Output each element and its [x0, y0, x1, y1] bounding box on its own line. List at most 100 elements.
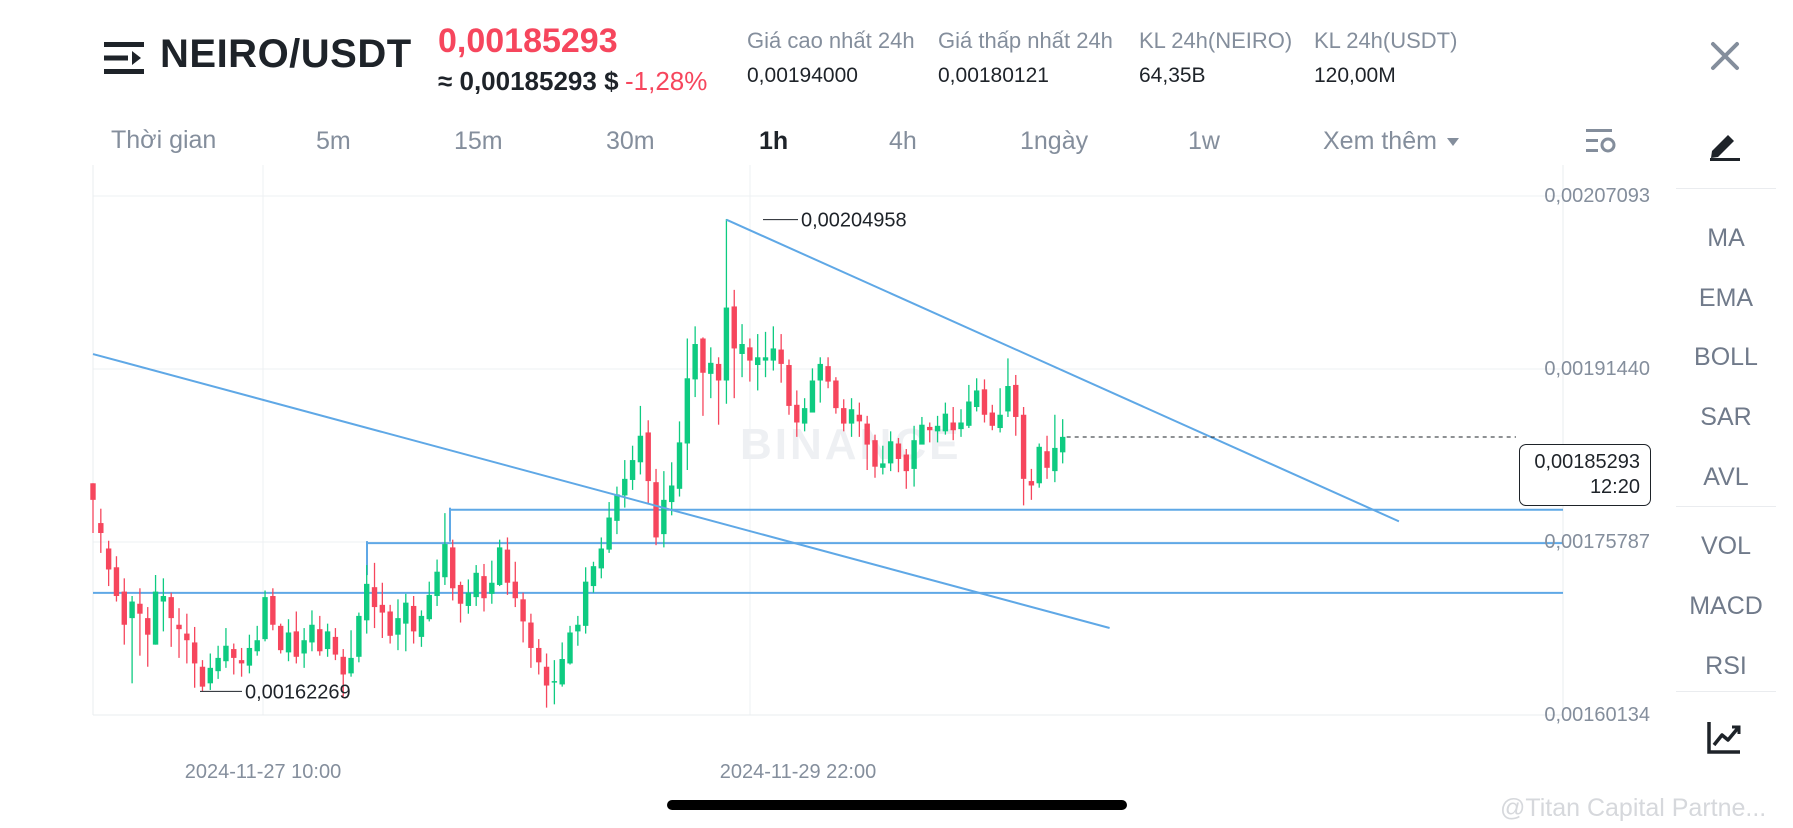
candle-body: [950, 422, 956, 431]
last-price: 0,00185293: [438, 22, 618, 60]
interval-5m[interactable]: 5m: [316, 127, 351, 155]
low-price-label: 0,00162269: [245, 681, 351, 703]
candle-body: [254, 640, 260, 652]
price-tick-label: 0,00207093: [1544, 185, 1650, 207]
candle-body: [98, 523, 104, 534]
candle-body: [293, 631, 300, 657]
interval-1w[interactable]: 1w: [1188, 127, 1220, 155]
candle-body: [309, 624, 315, 643]
candle-body: [731, 306, 737, 349]
stat-label-24h-volume-usdt: KL 24h(USDT): [1314, 28, 1458, 53]
candle-body: [450, 547, 456, 589]
credit-watermark: @Titan Capital Partne...: [1500, 794, 1767, 822]
interval-4h[interactable]: 4h: [889, 127, 917, 155]
candle-body: [872, 440, 878, 467]
draw-icon[interactable]: [1706, 127, 1742, 161]
candle-body: [113, 567, 120, 597]
candle-body: [590, 566, 597, 587]
candle-body: [1036, 446, 1042, 484]
close-icon[interactable]: [1707, 38, 1743, 74]
candle-body: [786, 365, 792, 406]
candle-body: [191, 642, 198, 664]
chart-type-icon[interactable]: [1706, 720, 1742, 754]
candle-body: [536, 647, 542, 663]
time-axis: 2024-11-27 10:00 2024-11-29 22:00: [185, 761, 876, 783]
price-change-percent: -1,28%: [625, 66, 708, 96]
indicator-macd[interactable]: MACD: [1689, 592, 1763, 620]
indicator-ema[interactable]: EMA: [1698, 284, 1754, 312]
candle-body: [692, 344, 698, 380]
interval-1h[interactable]: 1h: [759, 127, 789, 155]
indicator-rsi-clip: RSI: [1676, 640, 1776, 675]
candle-body: [1052, 447, 1058, 472]
price-tick-label: 0,00175787: [1544, 531, 1650, 553]
time-tick-label: 2024-11-27 10:00: [185, 761, 341, 783]
candle-body: [434, 571, 440, 597]
candles: [90, 219, 1066, 708]
candle-body: [973, 390, 980, 408]
candle-body: [481, 576, 487, 599]
candle-body: [199, 666, 206, 687]
interval-15m[interactable]: 15m: [454, 127, 503, 155]
candle-body: [246, 647, 253, 666]
candle-body: [410, 605, 417, 632]
home-indicator[interactable]: [667, 800, 1127, 810]
menu-icon[interactable]: [104, 40, 144, 76]
candle-body: [809, 380, 816, 413]
candle-body: [989, 412, 995, 426]
indicator-boll[interactable]: BOLL: [1694, 343, 1758, 371]
chart-settings-icon[interactable]: [1584, 126, 1618, 156]
candle-body: [512, 581, 518, 599]
candle-body: [277, 625, 284, 651]
candle-body: [371, 587, 378, 608]
candle-body: [403, 602, 409, 624]
candle-body: [958, 422, 964, 430]
candle-body: [168, 597, 174, 619]
candle-body: [801, 408, 808, 424]
candle-body: [942, 413, 949, 432]
candle-body: [582, 581, 589, 626]
indicator-avl[interactable]: AVL: [1703, 463, 1749, 491]
interval-label: Thời gian: [111, 126, 217, 154]
candle-body: [418, 615, 425, 637]
candle-body: [1013, 384, 1019, 417]
candle-body: [207, 667, 213, 684]
candle-body: [622, 478, 628, 496]
interval-1day[interactable]: 1ngày: [1020, 127, 1089, 155]
high-low-markers: 0,00204958 0,00162269: [200, 210, 907, 703]
interval-30m[interactable]: 30m: [606, 127, 655, 155]
indicator-vol[interactable]: VOL: [1700, 532, 1752, 560]
candle-body: [739, 344, 745, 354]
candle-body: [317, 629, 323, 652]
panel-divider: [1676, 506, 1776, 507]
candle-body: [270, 596, 276, 625]
candle-body: [160, 596, 167, 602]
candle-body: [496, 547, 503, 585]
candle-body: [1020, 414, 1027, 479]
more-intervals-dropdown[interactable]: Xem thêm: [1323, 127, 1459, 156]
candle-body: [778, 349, 784, 364]
candle-countdown: 12:20: [1589, 476, 1640, 498]
stat-value-24h-volume-neiro: 64,35B: [1139, 64, 1206, 87]
pair-title[interactable]: NEIRO/USDT: [160, 32, 412, 76]
price-tick-label: 0,00191440: [1544, 358, 1650, 380]
current-price-tag: 0,00185293 12:20: [1519, 444, 1651, 506]
candle-body: [1059, 436, 1066, 453]
candle-body: [285, 632, 292, 653]
indicator-sar[interactable]: SAR: [1700, 403, 1752, 431]
trendline: [92, 353, 1110, 629]
stat-label-24h-high: Giá cao nhất 24h: [747, 28, 915, 53]
indicator-ma[interactable]: MA: [1707, 224, 1745, 252]
candle-body: [880, 463, 886, 468]
stat-label-24h-volume-neiro: KL 24h(NEIRO): [1139, 28, 1293, 53]
candle-body: [551, 681, 558, 683]
candle-body: [465, 592, 472, 606]
price-axis: 0,00207093 0,00191440 0,00175787 0,00160134: [1544, 185, 1650, 726]
candle-body: [606, 517, 612, 550]
indicator-rsi[interactable]: RSI: [1705, 652, 1747, 675]
current-price-value: 0,00185293: [1534, 451, 1640, 473]
candle-body: [262, 597, 268, 640]
candle-body: [301, 640, 307, 654]
candle-body: [137, 603, 143, 614]
